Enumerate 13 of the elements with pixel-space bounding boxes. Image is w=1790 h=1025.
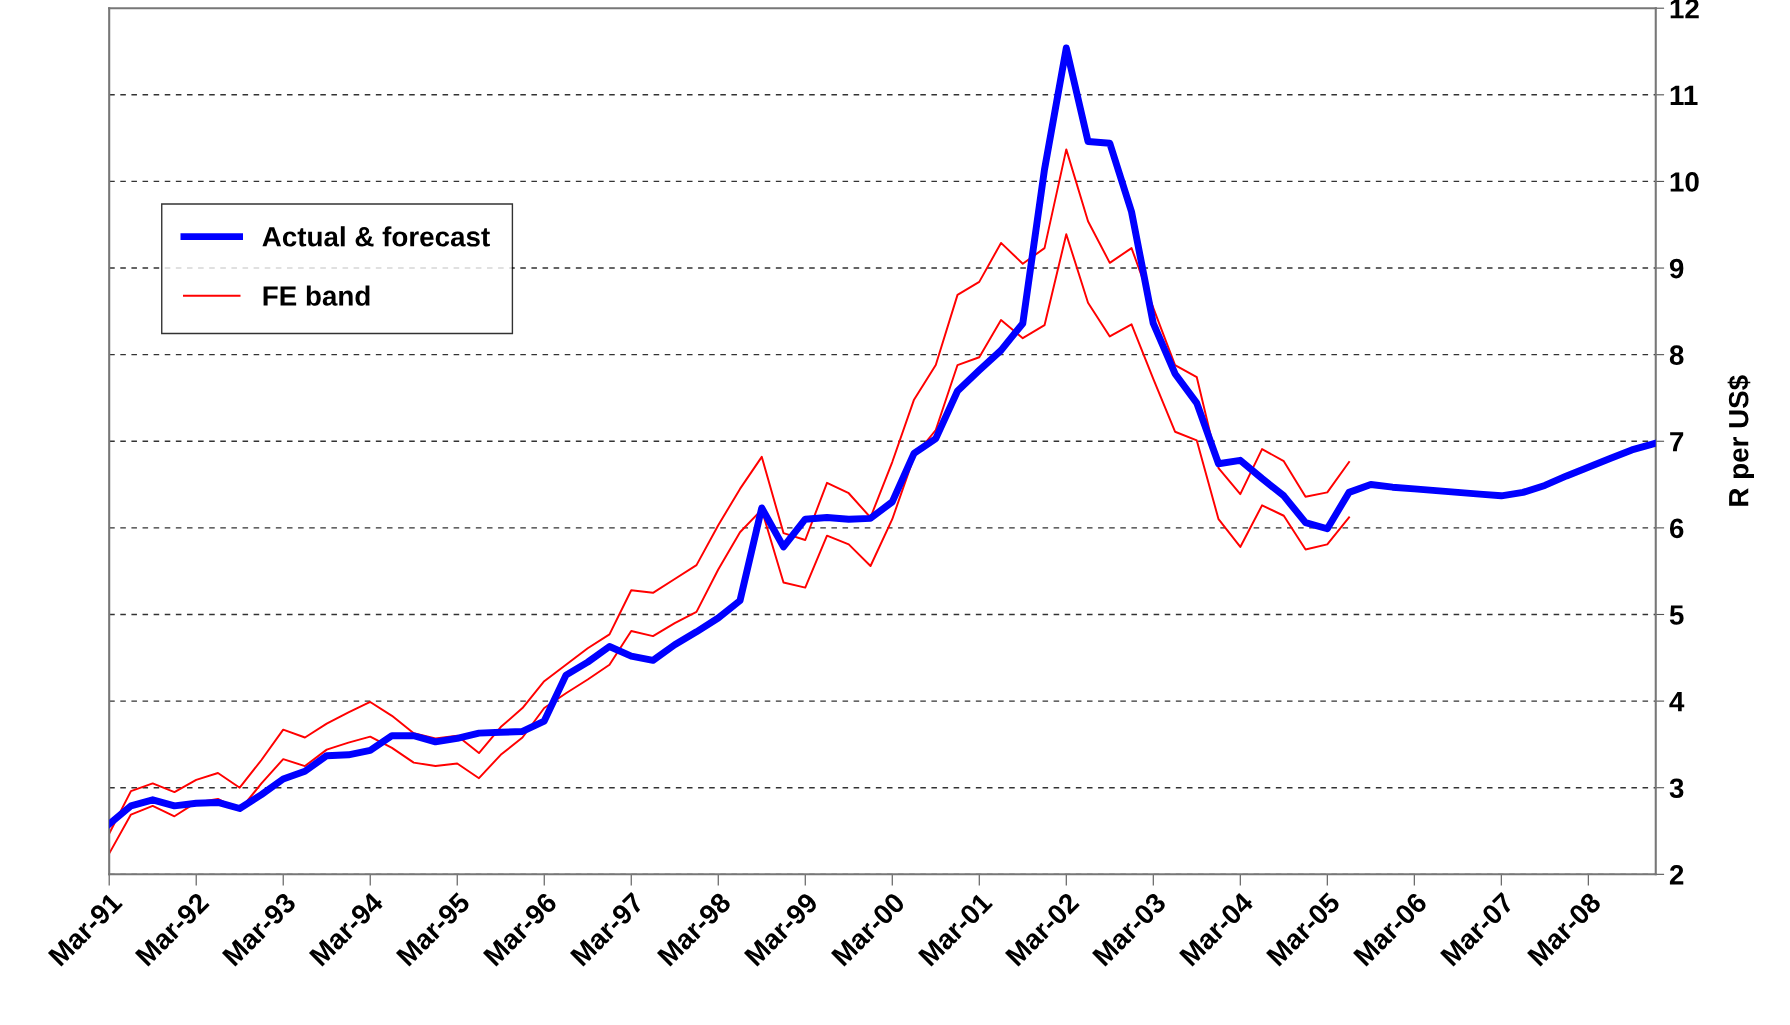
y-tick-label: 5 — [1669, 605, 1684, 625]
y-tick-label: 9 — [1669, 258, 1684, 279]
y-tick-label: 10 — [1670, 172, 1699, 192]
y-tick-label: 7 — [1670, 432, 1684, 452]
y-tick-label: 4 — [1669, 692, 1685, 712]
y-axis-title: R per US$ — [1727, 375, 1754, 506]
y-tick-label: 6 — [1669, 518, 1684, 539]
y-tick-label: 2 — [1669, 864, 1684, 885]
y-tick-label: 3 — [1669, 778, 1684, 799]
legend-label: Actual & forecast — [262, 226, 490, 247]
y-tick-label: 11 — [1670, 85, 1698, 105]
legend-label: FE band — [263, 285, 370, 306]
y-tick-label: 8 — [1669, 345, 1684, 365]
